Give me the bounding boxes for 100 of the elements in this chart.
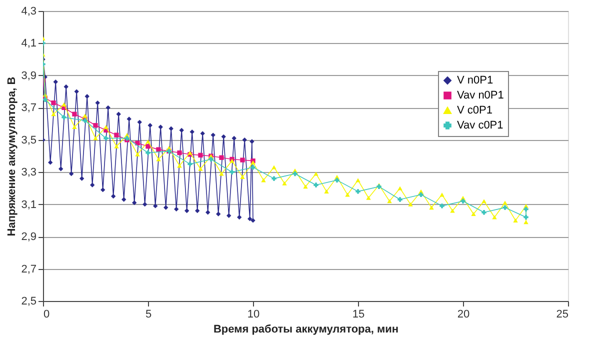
y-axis-title: Напряжение аккумулятора, В bbox=[6, 76, 18, 236]
point bbox=[114, 132, 119, 138]
point bbox=[240, 174, 245, 179]
x-tick-label: 20 bbox=[457, 308, 470, 320]
point bbox=[418, 192, 424, 198]
point bbox=[146, 144, 150, 149]
point bbox=[156, 147, 161, 152]
point bbox=[177, 150, 182, 156]
point bbox=[126, 116, 132, 122]
point bbox=[198, 166, 203, 171]
point bbox=[482, 210, 486, 215]
x-tick-label: 5 bbox=[145, 308, 152, 320]
legend-label: Vav n0P1 bbox=[457, 90, 504, 102]
point bbox=[168, 126, 174, 131]
point bbox=[248, 216, 252, 222]
point bbox=[492, 215, 497, 220]
point bbox=[146, 139, 150, 144]
legend-label: V n0P1 bbox=[457, 74, 494, 86]
point bbox=[524, 214, 528, 220]
point bbox=[132, 200, 137, 206]
point bbox=[303, 184, 308, 189]
point bbox=[179, 128, 184, 133]
point bbox=[206, 210, 210, 215]
y-tick-label: 4,3 bbox=[21, 6, 36, 18]
point bbox=[324, 189, 329, 194]
point bbox=[440, 204, 444, 208]
point bbox=[106, 105, 110, 110]
point bbox=[51, 112, 56, 116]
point bbox=[460, 198, 466, 204]
point bbox=[524, 206, 528, 212]
point bbox=[146, 150, 150, 156]
point bbox=[219, 172, 224, 176]
point bbox=[502, 200, 508, 205]
point bbox=[242, 138, 247, 142]
point bbox=[84, 94, 90, 99]
point bbox=[72, 112, 77, 116]
point bbox=[240, 158, 245, 162]
point bbox=[216, 212, 221, 216]
point bbox=[292, 171, 298, 176]
legend-label: V c0P1 bbox=[457, 104, 492, 116]
point bbox=[221, 134, 226, 140]
point bbox=[250, 164, 256, 170]
point bbox=[174, 206, 179, 212]
point bbox=[237, 214, 242, 220]
point bbox=[219, 155, 224, 160]
y-tick-label: 3,7 bbox=[21, 102, 36, 114]
point bbox=[188, 162, 192, 166]
point bbox=[208, 156, 214, 162]
point bbox=[114, 144, 119, 148]
point bbox=[111, 194, 116, 199]
point bbox=[53, 80, 58, 84]
point bbox=[282, 181, 287, 186]
point bbox=[250, 218, 256, 223]
point bbox=[232, 136, 236, 141]
point bbox=[250, 139, 254, 144]
point bbox=[69, 171, 74, 176]
y-tick-label: 3,3 bbox=[21, 166, 36, 179]
point bbox=[74, 89, 79, 94]
point bbox=[502, 205, 508, 210]
point bbox=[366, 196, 371, 200]
point bbox=[210, 132, 216, 138]
y-tick-label: 4,1 bbox=[21, 38, 36, 50]
point bbox=[314, 172, 318, 176]
point bbox=[95, 100, 100, 106]
point bbox=[100, 187, 106, 192]
y-tick-label: 2,7 bbox=[21, 263, 36, 276]
point bbox=[190, 129, 194, 134]
x-tick-label: 0 bbox=[44, 308, 50, 320]
point bbox=[198, 152, 203, 158]
point bbox=[51, 100, 56, 106]
point bbox=[272, 176, 276, 181]
point bbox=[314, 182, 318, 188]
point bbox=[184, 208, 190, 214]
point bbox=[148, 123, 152, 128]
point bbox=[142, 202, 148, 207]
point bbox=[90, 182, 95, 188]
point bbox=[80, 176, 84, 181]
point bbox=[471, 212, 476, 216]
point bbox=[200, 131, 205, 136]
point bbox=[156, 157, 161, 162]
point bbox=[398, 197, 402, 202]
point bbox=[116, 112, 121, 116]
point bbox=[135, 140, 140, 146]
point bbox=[135, 152, 140, 156]
point bbox=[104, 136, 108, 141]
x-tick-label: 10 bbox=[247, 308, 260, 320]
point bbox=[429, 206, 434, 210]
point bbox=[513, 218, 518, 222]
point bbox=[62, 114, 66, 120]
point bbox=[82, 114, 88, 118]
point bbox=[164, 205, 168, 210]
y-tick-label: 2,9 bbox=[21, 231, 36, 244]
point bbox=[230, 170, 234, 174]
point bbox=[398, 186, 402, 190]
point bbox=[195, 208, 200, 214]
legend-label: Vav c0P1 bbox=[457, 120, 504, 132]
point bbox=[272, 165, 276, 170]
point bbox=[524, 220, 528, 224]
y-tick-label: 3,1 bbox=[21, 198, 36, 211]
point bbox=[72, 124, 77, 130]
